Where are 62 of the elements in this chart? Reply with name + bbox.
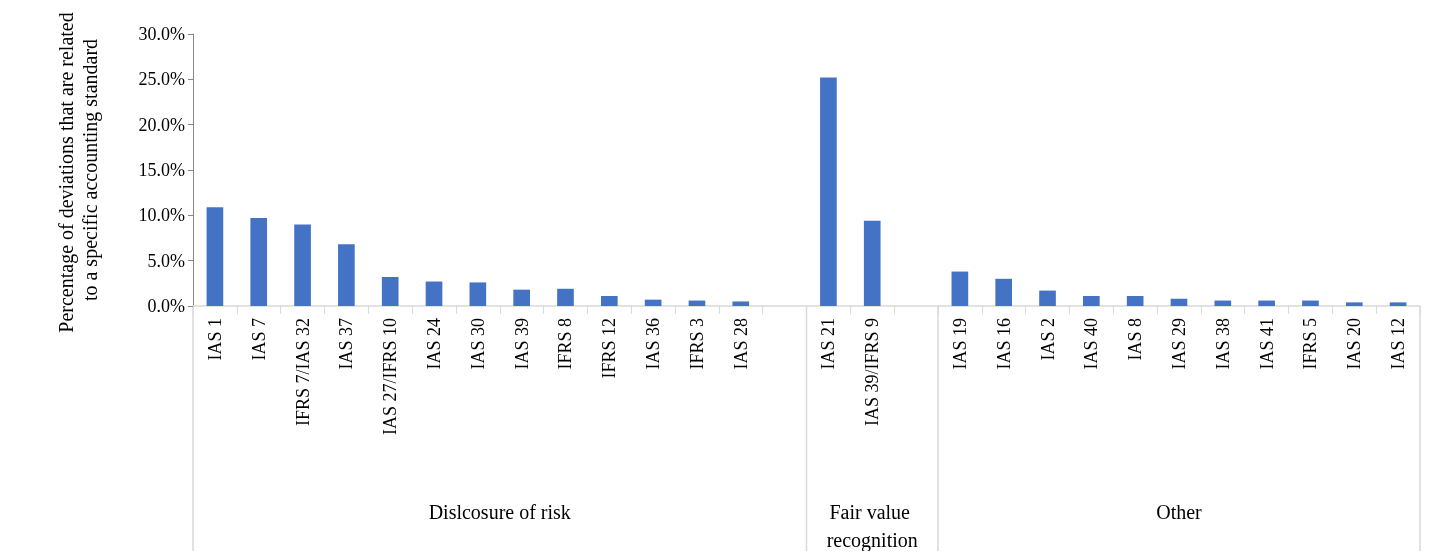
bar xyxy=(1389,302,1407,306)
bar xyxy=(1170,298,1188,306)
x-tick-label: IAS 36 xyxy=(643,318,664,370)
y-tick-label: 15.0% xyxy=(138,160,185,180)
x-tick-label: IAS 24 xyxy=(424,318,445,370)
x-tick-label: IAS 12 xyxy=(1388,318,1409,370)
x-tick-label: IAS 38 xyxy=(1212,318,1233,370)
x-tick-label: IFRS 5 xyxy=(1300,318,1321,370)
bar xyxy=(294,224,311,306)
bar xyxy=(557,288,574,306)
y-tick-label: 30.0% xyxy=(138,24,185,44)
y-tick-label: 10.0% xyxy=(138,205,185,226)
text: Fair value recognition xyxy=(826,501,918,552)
bar xyxy=(1258,300,1275,306)
x-tick-label: IFRS 7/IAS 32 xyxy=(292,318,313,427)
x-tick-label: IAS 2 xyxy=(1037,318,1058,361)
bar xyxy=(1126,296,1144,306)
bar xyxy=(1039,290,1056,306)
x-tick-label: IFRS 3 xyxy=(686,318,707,370)
x-tick-label: IAS 37 xyxy=(336,318,357,370)
bar xyxy=(381,276,399,306)
x-tick-label: IFRS 12 xyxy=(599,318,620,379)
x-tick-label: IAS 28 xyxy=(730,318,751,370)
x-tick-label: IAS 16 xyxy=(993,318,1014,370)
bar xyxy=(1345,302,1363,306)
bar xyxy=(644,299,662,306)
x-tick-label: IAS 39/IFRS 9 xyxy=(862,318,883,427)
x-tick-label: IAS 29 xyxy=(1168,318,1189,370)
bar xyxy=(338,244,355,306)
bar xyxy=(951,271,969,306)
bar xyxy=(820,77,837,306)
bar xyxy=(206,207,224,306)
x-tick-label: IAS 19 xyxy=(949,318,970,370)
bar xyxy=(250,218,268,306)
x-tick-label: IAS 40 xyxy=(1081,318,1102,370)
y-tick-label: 20.0% xyxy=(138,114,185,135)
bar xyxy=(425,281,443,306)
x-tick-label: IAS 21 xyxy=(818,318,839,370)
x-tick-label: IAS 1 xyxy=(204,318,225,361)
text: Other xyxy=(1156,501,1203,523)
x-tick-label: IAS 20 xyxy=(1344,318,1365,370)
x-tick-label: IAS 7 xyxy=(248,318,269,361)
x-tick-label: IAS 39 xyxy=(511,318,532,370)
bar xyxy=(995,278,1013,306)
bar xyxy=(600,296,618,306)
x-tick-label: IAS 27/IFRS 10 xyxy=(380,318,401,436)
text: Dislcosure of risk xyxy=(428,501,571,523)
bar xyxy=(469,282,487,306)
y-tick-label: 0.0% xyxy=(147,296,185,316)
x-tick-label: IAS 30 xyxy=(467,318,488,370)
bar xyxy=(1302,300,1319,306)
x-tick-label: IAS 8 xyxy=(1125,318,1146,361)
x-tick-label: IFRS 8 xyxy=(555,318,576,370)
bar xyxy=(1083,296,1100,306)
bar xyxy=(732,301,750,306)
y-tick-label: 5.0% xyxy=(147,250,185,271)
x-tick-label: IAS 41 xyxy=(1256,318,1277,370)
bar xyxy=(513,289,530,306)
y-axis-title: Percentage of deviations that are related to a specific accounting standard xyxy=(55,7,102,333)
bar xyxy=(1214,300,1232,306)
y-tick-label: 25.0% xyxy=(138,69,185,90)
bar xyxy=(863,220,881,306)
